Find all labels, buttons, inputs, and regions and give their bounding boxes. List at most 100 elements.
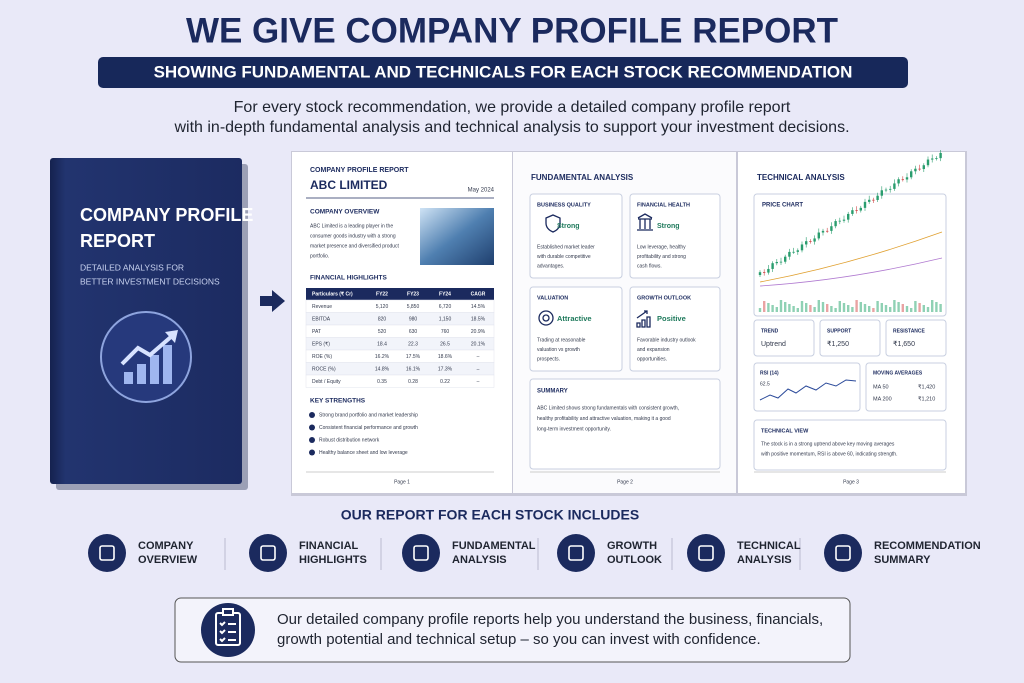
- book-emblem: [100, 311, 192, 403]
- volume-bar: [779, 300, 783, 312]
- candle-body: [805, 241, 808, 245]
- table-cell: 1,150: [439, 316, 452, 322]
- table-cell: 18.6%: [438, 354, 453, 360]
- card-text: cash flows.: [637, 263, 662, 269]
- include-icon: [824, 534, 862, 572]
- page-number: Page 3: [843, 479, 859, 485]
- volume-bar: [910, 308, 913, 312]
- ma-cell: MA 200: [873, 396, 892, 402]
- card-rating: Positive: [657, 314, 686, 323]
- volume-bar: [876, 301, 879, 312]
- book-title: REPORT: [80, 231, 155, 251]
- card-text: advantages.: [537, 263, 564, 269]
- card-title: SUMMARY: [537, 389, 568, 395]
- table-cell: 820: [378, 316, 387, 322]
- footer-icon: [201, 603, 255, 657]
- cards: [529, 193, 947, 471]
- candle-body: [918, 168, 921, 170]
- candle-body: [792, 251, 795, 253]
- table-cell: 0.28: [408, 379, 418, 385]
- strength-item: Robust distribution network: [319, 437, 380, 443]
- ma-line: [759, 231, 943, 283]
- overview-text: consumer goods industry with a strong: [310, 233, 396, 239]
- candle-body: [788, 251, 791, 257]
- table-cell: 16.2%: [375, 354, 390, 360]
- includes-heading: OUR REPORT FOR EACH STOCK INCLUDES: [341, 507, 639, 523]
- table-cell: Revenue: [312, 304, 332, 310]
- table-header-cell: Particulars (₹ Cr): [312, 291, 353, 297]
- volume-bar: [863, 304, 867, 312]
- strength-item: Healthy balance sheet and low leverage: [319, 450, 408, 456]
- candle-body: [855, 210, 858, 211]
- volume-bar: [758, 308, 762, 312]
- table-cell: PAT: [312, 329, 321, 335]
- candle-body: [931, 158, 934, 160]
- card-title: FINANCIAL HEALTH: [637, 202, 690, 208]
- subtitle: SHOWING FUNDAMENTAL AND TECHNICALS FOR E…: [154, 62, 853, 81]
- table-row: [305, 324, 495, 338]
- include-label: OVERVIEW: [138, 554, 198, 566]
- table-header-cell: FY23: [407, 291, 419, 297]
- table-cell: 0.22: [440, 379, 450, 385]
- section-heading: FINANCIAL HIGHLIGHTS: [310, 275, 387, 282]
- volume-bar: [767, 303, 770, 312]
- include-icon: [687, 534, 725, 572]
- include-label: ANALYSIS: [452, 554, 507, 566]
- table-cell: ROCE (%): [312, 366, 336, 372]
- candle-body: [914, 168, 917, 172]
- table-cell: 17.5%: [406, 354, 421, 360]
- volume-bar: [796, 308, 799, 312]
- footer-text: growth potential and technical setup – s…: [277, 631, 761, 648]
- metric-value: Uptrend: [761, 341, 786, 348]
- volume-bar: [847, 305, 850, 312]
- volume-bar: [784, 302, 787, 312]
- include-label: HIGHLIGHTS: [299, 554, 367, 566]
- table-cell: 16.1%: [406, 366, 421, 372]
- overview-text: portfolio.: [310, 253, 329, 259]
- subtitle-banner: [98, 57, 908, 88]
- check-icon: [309, 412, 315, 418]
- book-subtitle: BETTER INVESTMENT DECISIONS: [80, 276, 220, 286]
- volume-bar: [821, 302, 825, 312]
- table-cell: 6,720: [439, 304, 452, 310]
- card-text: profitability and strong: [637, 254, 686, 260]
- volume-bar: [809, 305, 812, 312]
- table-cell: 17.3%: [438, 366, 453, 372]
- candle-body: [926, 159, 930, 166]
- book-subtitle: DETAILED ANALYSIS FOR: [80, 262, 184, 272]
- candle-body: [771, 263, 774, 269]
- volume-bar: [830, 306, 833, 312]
- card-text: opportunities.: [637, 356, 667, 362]
- section-heading: COMPANY OVERVIEW: [310, 209, 380, 216]
- table-cell: 18.4: [377, 341, 387, 347]
- candle-body: [872, 199, 875, 201]
- card-rating: Strong: [657, 223, 680, 230]
- table-cell: 14.5%: [471, 304, 486, 310]
- candle-body: [905, 177, 909, 180]
- overview-text: market presence and diversified product: [310, 243, 400, 249]
- volume-bar: [918, 303, 921, 312]
- arrow: [260, 290, 285, 312]
- candle-body: [910, 171, 913, 178]
- book-arrow-head: [165, 330, 178, 343]
- rsi-value: 62.5: [760, 381, 770, 387]
- table-row: [305, 312, 495, 326]
- candle-body: [830, 226, 833, 231]
- volume-bar: [905, 306, 909, 312]
- company-name: ABC LIMITED: [310, 178, 388, 192]
- strength-item: Consistent financial performance and gro…: [319, 425, 418, 431]
- candle-body: [796, 250, 799, 252]
- table-cell: ROE (%): [312, 354, 332, 360]
- candle-body: [775, 261, 778, 264]
- volume-bar: [893, 300, 896, 312]
- table-cell: –: [477, 379, 480, 385]
- table-header-cell: FY24: [439, 291, 451, 297]
- page-heading: TECHNICAL ANALYSIS: [757, 173, 845, 182]
- include-glyph: [568, 545, 584, 561]
- table-cell: 20.1%: [471, 341, 486, 347]
- candle-body: [863, 201, 867, 208]
- volume-bar: [771, 305, 774, 312]
- include-glyph: [260, 545, 276, 561]
- summary-text: long-term investment opportunity.: [537, 426, 611, 432]
